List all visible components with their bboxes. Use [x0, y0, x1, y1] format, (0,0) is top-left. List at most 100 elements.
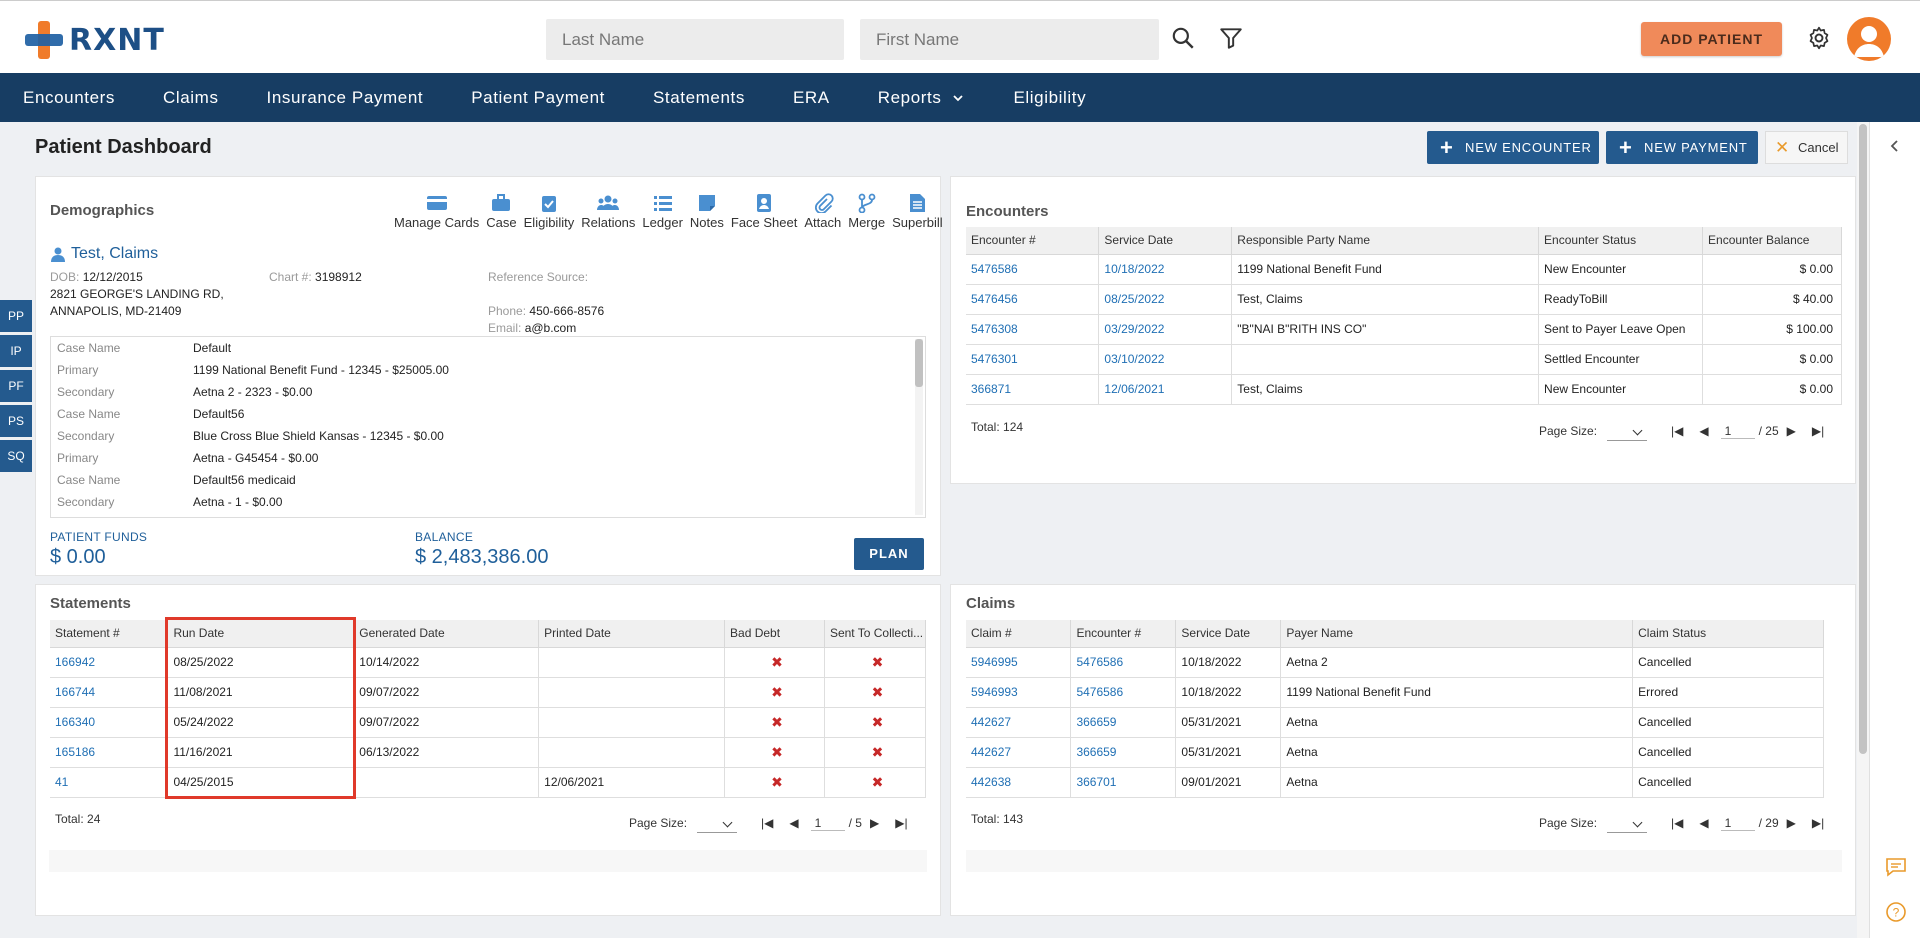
page-number-input[interactable]: 1 — [1720, 424, 1755, 439]
last-page-icon[interactable]: ▶| — [895, 816, 908, 830]
new-encounter-button[interactable]: + NEW ENCOUNTER — [1427, 131, 1599, 164]
claim-link[interactable]: 442627 — [966, 737, 1072, 768]
claim-link[interactable]: 442638 — [966, 767, 1072, 798]
column-header[interactable]: Printed Date — [538, 620, 726, 648]
column-header[interactable]: Bad Debt — [724, 620, 825, 648]
left-tab-ps[interactable]: PS — [0, 405, 32, 437]
service-date-link[interactable]: 03/29/2022 — [1098, 314, 1233, 345]
eligibility-tool[interactable]: Eligibility — [524, 193, 574, 230]
encounter-link[interactable]: 366871 — [966, 374, 1100, 405]
left-tab-pf[interactable]: PF — [0, 370, 32, 402]
nav-patient-payment[interactable]: Patient Payment — [471, 88, 605, 107]
column-header[interactable]: Encounter # — [966, 227, 1100, 255]
merge-tool[interactable]: Merge — [848, 193, 885, 230]
next-page-icon[interactable]: ▶ — [1786, 816, 1796, 830]
patient-name-link[interactable]: Test, Claims — [50, 245, 158, 263]
relations-tool[interactable]: Relations — [581, 193, 635, 230]
statement-link[interactable]: 166340 — [50, 707, 169, 738]
nav-encounters[interactable]: Encounters — [23, 88, 115, 107]
service-date-link[interactable]: 08/25/2022 — [1098, 284, 1233, 315]
column-header[interactable]: Sent To Collecti... — [824, 620, 927, 648]
chat-icon[interactable] — [1885, 857, 1907, 877]
statement-link[interactable]: 166942 — [50, 647, 169, 678]
nav-claims[interactable]: Claims — [163, 88, 219, 107]
prev-page-icon[interactable]: ◀ — [789, 816, 799, 830]
column-header[interactable]: Service Date — [1175, 620, 1282, 648]
case-tool[interactable]: Case — [486, 193, 517, 230]
gear-icon[interactable] — [1806, 25, 1832, 51]
ledger-tool[interactable]: Ledger — [642, 193, 683, 230]
manage-cards-tool[interactable]: Manage Cards — [394, 193, 479, 230]
last-page-icon[interactable]: ▶| — [1811, 424, 1825, 438]
first-page-icon[interactable]: |◀ — [1671, 424, 1684, 438]
nav-era[interactable]: ERA — [792, 88, 830, 107]
left-tab-ip[interactable]: IP — [0, 335, 32, 367]
left-tab-sq[interactable]: SQ — [0, 440, 32, 472]
help-icon[interactable]: ? — [1885, 901, 1907, 923]
encounter-link[interactable]: 5476586 — [1070, 647, 1177, 678]
encounter-link[interactable]: 366659 — [1070, 737, 1177, 768]
filter-icon[interactable] — [1218, 25, 1244, 51]
encounter-link[interactable]: 366701 — [1070, 767, 1177, 798]
service-date-link[interactable]: 03/10/2022 — [1098, 344, 1233, 375]
chevron-left-icon[interactable] — [1887, 138, 1903, 154]
claim-link[interactable]: 442627 — [966, 707, 1072, 738]
column-header[interactable]: Encounter # — [1070, 620, 1177, 648]
encounter-link[interactable]: 5476586 — [966, 254, 1100, 285]
column-header[interactable]: Generated Date — [353, 620, 540, 648]
page-scrollbar[interactable] — [1857, 122, 1869, 938]
statement-link[interactable]: 41 — [50, 767, 169, 798]
nav-statements[interactable]: Statements — [652, 88, 745, 107]
nav-insurance-payment[interactable]: Insurance Payment — [266, 88, 424, 107]
notes-tool[interactable]: Notes — [690, 193, 724, 230]
first-name-input[interactable] — [860, 19, 1159, 60]
column-header[interactable]: Claim # — [966, 620, 1072, 648]
prev-page-icon[interactable]: ◀ — [1699, 816, 1709, 830]
next-page-icon[interactable]: ▶ — [1786, 424, 1796, 438]
claim-link[interactable]: 5946993 — [966, 677, 1072, 708]
encounter-link[interactable]: 5476308 — [966, 314, 1100, 345]
face-sheet-tool[interactable]: Face Sheet — [731, 193, 797, 230]
search-icon[interactable] — [1170, 25, 1196, 51]
last-name-input[interactable] — [546, 19, 844, 60]
encounter-link[interactable]: 5476301 — [966, 344, 1100, 375]
next-page-icon[interactable]: ▶ — [869, 816, 880, 830]
column-header[interactable]: Statement # — [50, 620, 169, 648]
statement-link[interactable]: 166744 — [50, 677, 169, 708]
column-header[interactable]: Claim Status — [1632, 620, 1824, 648]
first-page-icon[interactable]: |◀ — [1671, 816, 1684, 830]
plan-button[interactable]: PLAN — [854, 538, 924, 570]
page-size-select[interactable] — [697, 813, 738, 833]
column-header[interactable]: Payer Name — [1280, 620, 1634, 648]
user-avatar[interactable] — [1847, 17, 1891, 61]
encounter-link[interactable]: 366659 — [1070, 707, 1177, 738]
nav-eligibility[interactable]: Eligibility — [1013, 88, 1087, 107]
rxnt-logo[interactable]: RXNT — [25, 21, 165, 59]
first-page-icon[interactable]: |◀ — [761, 816, 774, 830]
column-header[interactable]: Service Date — [1098, 227, 1233, 255]
new-payment-button[interactable]: + NEW PAYMENT — [1606, 131, 1758, 164]
column-header[interactable]: Encounter Status — [1538, 227, 1704, 255]
attach-tool[interactable]: Attach — [804, 193, 841, 230]
claim-link[interactable]: 5946995 — [966, 647, 1072, 678]
page-number-input[interactable]: 1 — [1720, 816, 1755, 831]
page-size-select[interactable] — [1607, 813, 1648, 833]
service-date-link[interactable]: 10/18/2022 — [1098, 254, 1233, 285]
statement-link[interactable]: 165186 — [50, 737, 169, 768]
cancel-button[interactable]: ✕ Cancel — [1765, 131, 1848, 164]
column-header[interactable]: Encounter Balance — [1702, 227, 1842, 255]
last-page-icon[interactable]: ▶| — [1811, 816, 1825, 830]
page-number-input[interactable]: 1 — [810, 816, 845, 831]
cases-scrollbar[interactable] — [915, 339, 923, 515]
encounter-link[interactable]: 5476456 — [966, 284, 1100, 315]
page-size-select[interactable] — [1607, 421, 1648, 441]
add-patient-button[interactable]: ADD PATIENT — [1641, 22, 1782, 56]
left-tab-pp[interactable]: PP — [0, 300, 32, 332]
column-header[interactable]: Responsible Party Name — [1231, 227, 1540, 255]
column-header[interactable]: Run Date — [167, 620, 355, 648]
prev-page-icon[interactable]: ◀ — [1699, 424, 1709, 438]
nav-reports[interactable]: Reports — [878, 73, 966, 122]
superbill-tool[interactable]: Superbill — [892, 193, 943, 230]
service-date-link[interactable]: 12/06/2021 — [1098, 374, 1233, 405]
encounter-link[interactable]: 5476586 — [1070, 677, 1177, 708]
